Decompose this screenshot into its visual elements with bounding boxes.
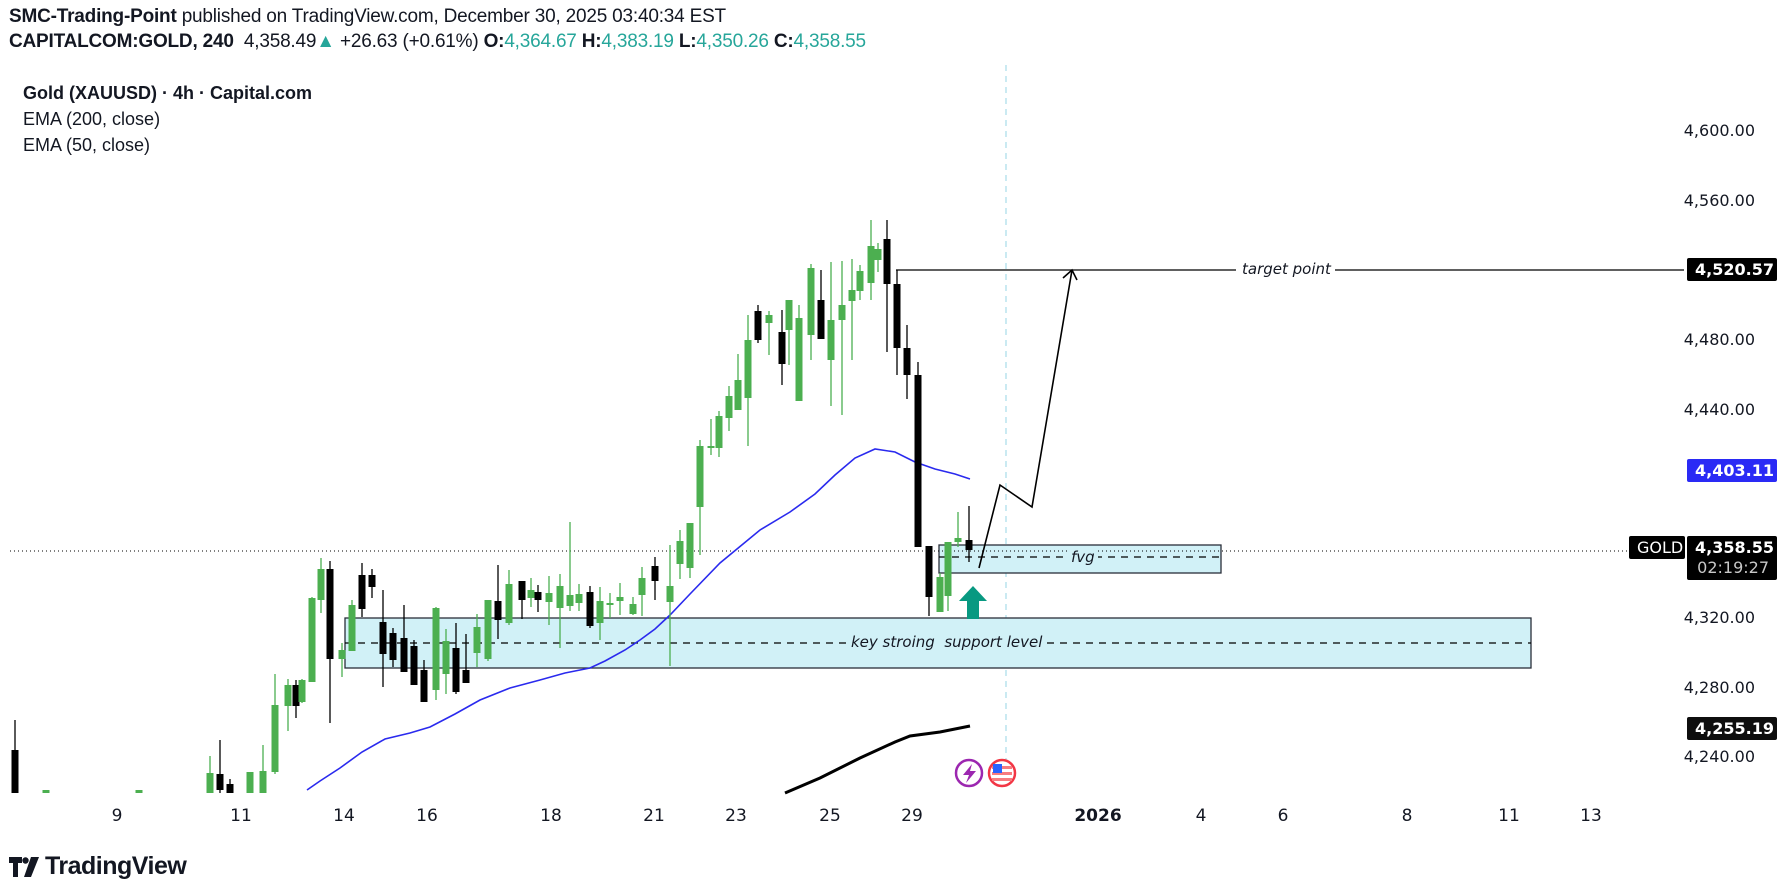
time-tick: 4 xyxy=(1195,806,1207,826)
price-tick: 4,440.00 xyxy=(1683,400,1755,419)
chart-legend: Gold (XAUUSD) · 4h · Capital.com EMA (20… xyxy=(23,80,312,158)
tradingview-logo-icon xyxy=(9,856,39,877)
brand-name: TradingView xyxy=(45,852,187,880)
open-label: O: xyxy=(483,31,505,52)
ema200-price-tag: 4,255.19 xyxy=(1687,717,1777,740)
price-tick: 4,320.00 xyxy=(1683,608,1755,627)
price-tick: 4,480.00 xyxy=(1683,330,1755,349)
time-tick: 11 xyxy=(230,806,252,826)
fvg-label: fvg xyxy=(1068,548,1098,566)
high-label: H: xyxy=(581,31,602,52)
time-tick: 9 xyxy=(111,806,123,826)
projection-path xyxy=(978,269,1073,569)
time-tick: 18 xyxy=(540,806,562,826)
time-tick: 21 xyxy=(643,806,665,826)
publish-info: SMC-Trading-Point published on TradingVi… xyxy=(9,6,726,28)
bar-countdown: 02:19:27 xyxy=(1697,558,1769,577)
time-tick: 6 xyxy=(1277,806,1289,826)
last-price-tag: 4,358.55 02:19:27 xyxy=(1687,536,1777,580)
last-price: 4,358.49 xyxy=(243,31,317,52)
time-tick: 16 xyxy=(416,806,438,826)
low-value: 4,350.26 xyxy=(696,31,769,52)
symbol-tag: GOLD xyxy=(1629,536,1685,559)
time-tick: 11 xyxy=(1498,806,1520,826)
price-tick: 4,280.00 xyxy=(1683,678,1755,697)
time-tick: 13 xyxy=(1580,806,1602,826)
close-label: C: xyxy=(773,31,794,52)
open-value: 4,364.67 xyxy=(504,31,577,52)
tradingview-logo[interactable]: TradingView xyxy=(9,852,187,881)
ema200-line xyxy=(784,724,971,795)
author-name[interactable]: SMC-Trading-Point xyxy=(9,6,177,27)
legend-ema200[interactable]: EMA (200, close) xyxy=(23,109,161,129)
target-price-tag: 4,520.57 xyxy=(1687,258,1777,281)
price-tick: 4,600.00 xyxy=(1683,121,1755,140)
last-price-value: 4,358.55 xyxy=(1695,538,1774,557)
symbol-label: CAPITALCOM:GOLD, 240 xyxy=(9,31,234,52)
time-tick: 8 xyxy=(1401,806,1413,826)
close-value: 4,358.55 xyxy=(793,31,867,52)
ema50-line xyxy=(306,448,971,791)
projection-arrowhead xyxy=(1062,268,1078,281)
up-triangle-icon: ▲ xyxy=(316,31,335,52)
time-tick-year: 2026 xyxy=(1074,806,1122,826)
ema50-price-tag: 4,403.11 xyxy=(1687,459,1777,482)
low-label: L: xyxy=(678,31,697,52)
legend-ema50[interactable]: EMA (50, close) xyxy=(23,135,151,155)
target-point-label: target point xyxy=(1238,260,1335,278)
us-flag-event-icon[interactable] xyxy=(987,758,1017,788)
time-tick: 29 xyxy=(901,806,923,826)
time-tick: 14 xyxy=(333,806,355,826)
lightning-event-icon[interactable] xyxy=(954,758,984,788)
candlesticks xyxy=(11,220,973,793)
price-tick: 4,240.00 xyxy=(1683,747,1755,766)
time-tick: 23 xyxy=(725,806,747,826)
legend-title[interactable]: Gold (XAUUSD) · 4h · Capital.com xyxy=(23,83,313,103)
support-level-label: key stroing support level xyxy=(848,633,1046,651)
published-text: published on TradingView.com, December 3… xyxy=(181,6,726,27)
symbol-info-bar: CAPITALCOM:GOLD, 240 4,358.49▲ +26.63 (+… xyxy=(9,31,866,53)
time-tick: 25 xyxy=(819,806,841,826)
high-value: 4,383.19 xyxy=(601,31,674,52)
price-tick: 4,560.00 xyxy=(1683,191,1755,210)
up-arrow-icon xyxy=(959,586,987,619)
price-change: +26.63 (+0.61%) xyxy=(339,31,479,52)
